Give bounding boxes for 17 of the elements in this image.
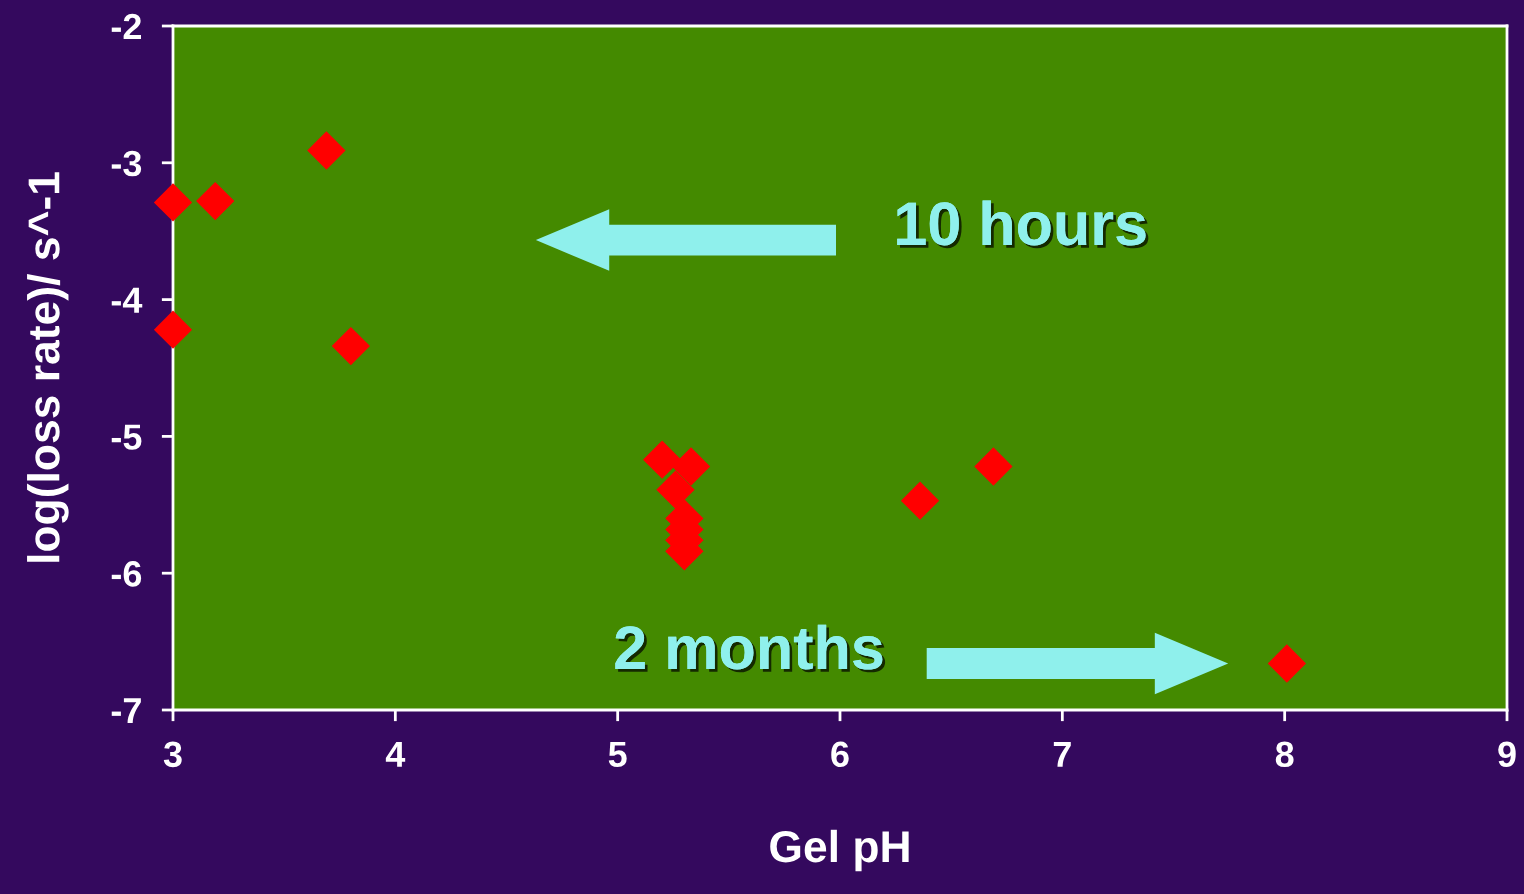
x-tick-label: 4 xyxy=(385,741,406,767)
x-tick-label: 7 xyxy=(1053,741,1071,767)
x-tick-label: 9 xyxy=(1498,741,1516,768)
annotation: 2 months xyxy=(615,624,886,673)
y-tick-label: -3 xyxy=(111,150,142,177)
x-tick-label: 5 xyxy=(608,741,627,768)
y-tick-label: -4 xyxy=(111,287,143,313)
x-tick-label: 8 xyxy=(1275,741,1294,768)
y-tick-label: -5 xyxy=(111,424,142,450)
x-tick-label: 3 xyxy=(163,741,182,768)
y-tick-label: -2 xyxy=(111,13,141,40)
x-axis-title: Gel pH xyxy=(770,829,909,872)
y-tick-label: -6 xyxy=(111,561,142,587)
annotation: 10 hours xyxy=(897,200,1149,249)
y-axis-title: log(loss rate)/ s^-1 xyxy=(27,172,69,562)
x-tick-label: 6 xyxy=(831,741,849,768)
y-tick-label: -7 xyxy=(111,698,141,724)
